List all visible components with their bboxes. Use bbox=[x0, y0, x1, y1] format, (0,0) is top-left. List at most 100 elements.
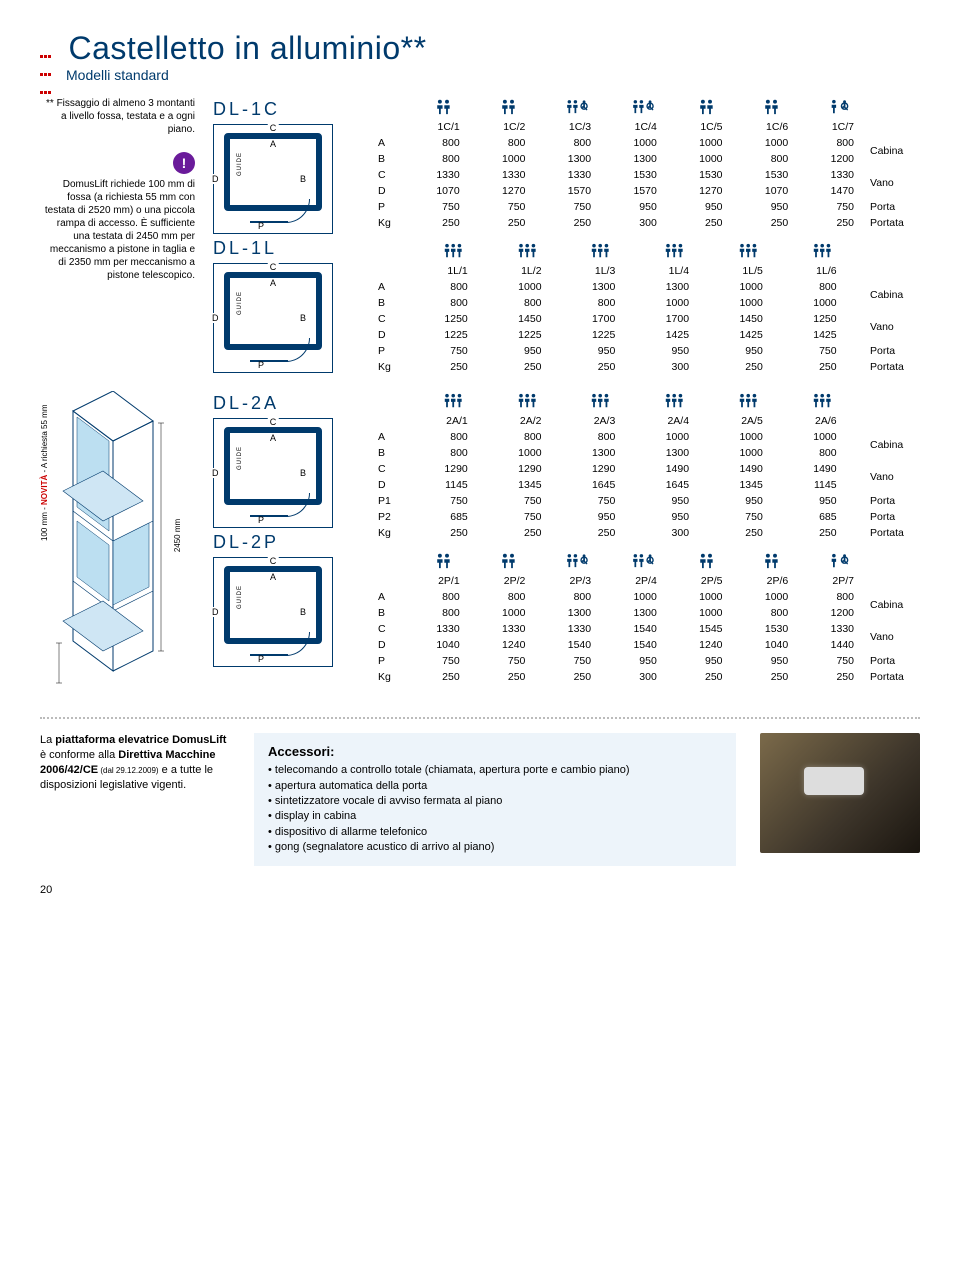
row-key: C bbox=[376, 311, 400, 327]
capacity-icon bbox=[794, 551, 860, 573]
spec-cell: 1000 bbox=[474, 279, 548, 295]
footnote-fixing: ** Fissaggio di almeno 3 montanti a live… bbox=[40, 97, 195, 136]
spec-cell: 1290 bbox=[548, 461, 622, 477]
capacity-icon bbox=[769, 241, 843, 263]
spec-cell: 1300 bbox=[621, 279, 695, 295]
spec-cell: 250 bbox=[663, 669, 729, 685]
spec-cell: 750 bbox=[466, 199, 532, 215]
row-key: Kg bbox=[376, 669, 400, 685]
spec-cell: 1490 bbox=[621, 461, 695, 477]
spec-cell: 950 bbox=[597, 199, 663, 215]
spec-cell: 250 bbox=[729, 215, 795, 231]
spec-cell: 1200 bbox=[794, 151, 860, 167]
spec-cell: 1490 bbox=[695, 461, 769, 477]
variant-code: 1L/3 bbox=[548, 263, 622, 279]
spec-cell: 1200 bbox=[794, 605, 860, 621]
pit-note: DomusLift richiede 100 mm di fossa (a ri… bbox=[40, 178, 195, 282]
spec-cell: 950 bbox=[621, 343, 695, 359]
spec-cell: 685 bbox=[769, 509, 843, 525]
spec-cell: 1070 bbox=[400, 183, 466, 199]
row-key: Kg bbox=[376, 359, 400, 375]
spec-cell: 800 bbox=[400, 295, 474, 311]
spec-cell: 750 bbox=[794, 653, 860, 669]
spec-cell: 800 bbox=[548, 429, 622, 445]
variant-code: 1C/7 bbox=[794, 119, 860, 135]
spec-cell: 250 bbox=[466, 215, 532, 231]
variant-code: 1C/6 bbox=[729, 119, 795, 135]
spec-cell: 300 bbox=[621, 359, 695, 375]
row-group: Vano bbox=[860, 461, 920, 493]
spec-cell: 800 bbox=[794, 135, 860, 151]
spec-cell: 950 bbox=[695, 493, 769, 509]
spec-cell: 1330 bbox=[466, 167, 532, 183]
spec-cell: 800 bbox=[474, 429, 548, 445]
spec-cell: 950 bbox=[548, 509, 622, 525]
spec-cell: 250 bbox=[794, 215, 860, 231]
spec-cell: 1450 bbox=[695, 311, 769, 327]
spec-cell: 250 bbox=[531, 215, 597, 231]
row-key: B bbox=[376, 605, 400, 621]
variant-code: 2A/4 bbox=[621, 413, 695, 429]
spec-cell: 250 bbox=[729, 669, 795, 685]
spec-cell: 1540 bbox=[531, 637, 597, 653]
spec-cell: 950 bbox=[621, 493, 695, 509]
accessory-item: gong (segnalatore acustico di arrivo al … bbox=[268, 840, 722, 855]
spec-cell: 1700 bbox=[621, 311, 695, 327]
spec-cell: 1000 bbox=[597, 135, 663, 151]
variant-code: 2P/3 bbox=[531, 573, 597, 589]
spec-cell: 800 bbox=[548, 295, 622, 311]
spec-cell: 1300 bbox=[548, 445, 622, 461]
row-key: P bbox=[376, 199, 400, 215]
row-key: D bbox=[376, 327, 400, 343]
row-key: Kg bbox=[376, 525, 400, 541]
spec-cell: 1000 bbox=[663, 151, 729, 167]
variant-code: 2P/6 bbox=[729, 573, 795, 589]
spec-cell: 1330 bbox=[400, 167, 466, 183]
spec-cell: 1070 bbox=[729, 183, 795, 199]
capacity-icon bbox=[597, 551, 663, 573]
spec-cell: 750 bbox=[531, 199, 597, 215]
variant-code: 1C/2 bbox=[466, 119, 532, 135]
spec-cell: 1225 bbox=[400, 327, 474, 343]
spec-cell: 1000 bbox=[663, 135, 729, 151]
spec-cell: 1570 bbox=[597, 183, 663, 199]
plan-schematic: C A GUIDE B D P bbox=[213, 418, 333, 528]
accessory-item: display in cabina bbox=[268, 809, 722, 824]
accessory-item: apertura automatica della porta bbox=[268, 779, 722, 794]
spec-cell: 800 bbox=[531, 589, 597, 605]
spec-cell: 1290 bbox=[400, 461, 474, 477]
spec-cell: 1270 bbox=[466, 183, 532, 199]
spec-cell: 1000 bbox=[769, 295, 843, 311]
spec-cell: 300 bbox=[621, 525, 695, 541]
spec-cell: 800 bbox=[769, 279, 843, 295]
spec-cell: 1440 bbox=[794, 637, 860, 653]
spec-cell: 800 bbox=[466, 135, 532, 151]
spec-cell: 800 bbox=[729, 605, 795, 621]
spec-cell: 800 bbox=[474, 295, 548, 311]
spec-cell: 950 bbox=[769, 493, 843, 509]
spec-table: 1L/11L/21L/31L/41L/51L/6A800100013001300… bbox=[376, 241, 920, 375]
accessories-title: Accessori: bbox=[268, 743, 722, 761]
spec-cell: 1000 bbox=[729, 135, 795, 151]
spec-cell: 1000 bbox=[621, 295, 695, 311]
spec-cell: 800 bbox=[400, 429, 474, 445]
spec-cell: 1330 bbox=[794, 167, 860, 183]
iso-pit-label: 100 mm - NOVITÀ - A richiesta 55 mm bbox=[40, 405, 49, 542]
row-key: B bbox=[376, 295, 400, 311]
row-group: Vano bbox=[860, 621, 920, 653]
spec-cell: 1530 bbox=[729, 621, 795, 637]
spec-cell: 1000 bbox=[466, 605, 532, 621]
variant-code: 1C/3 bbox=[531, 119, 597, 135]
row-key: P bbox=[376, 653, 400, 669]
spec-cell: 1450 bbox=[474, 311, 548, 327]
variant-code: 1L/4 bbox=[621, 263, 695, 279]
spec-cell: 300 bbox=[597, 669, 663, 685]
variant-code: 2P/7 bbox=[794, 573, 860, 589]
capacity-icon bbox=[663, 551, 729, 573]
spec-table: 1C/11C/21C/31C/41C/51C/61C/7A80080080010… bbox=[376, 97, 920, 231]
spec-cell: 750 bbox=[548, 493, 622, 509]
row-group: Cabina bbox=[860, 589, 920, 621]
spec-cell: 1040 bbox=[400, 637, 466, 653]
row-key: D bbox=[376, 183, 400, 199]
remote-photo bbox=[760, 733, 920, 853]
